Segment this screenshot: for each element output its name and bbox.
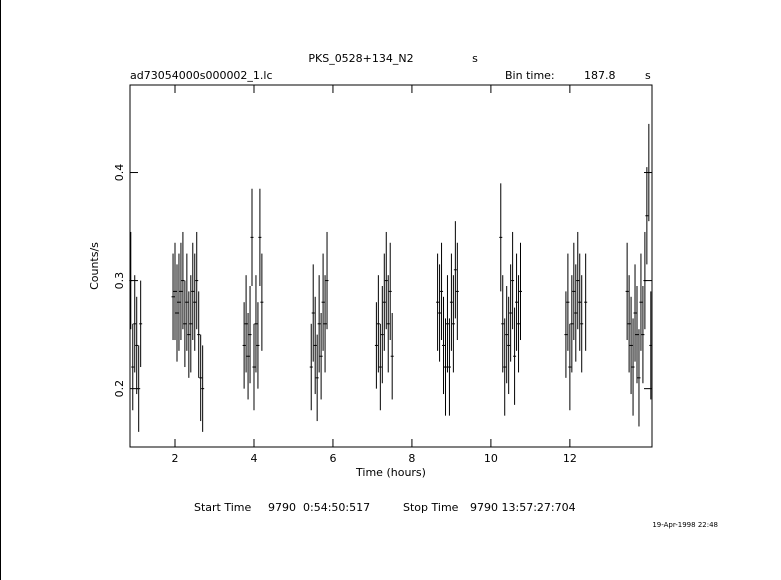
y-tick-label: 0.3 bbox=[113, 272, 126, 290]
x-axis-label: Time (hours) bbox=[355, 466, 426, 479]
bin-time-unit: s bbox=[645, 69, 651, 82]
chart-title: PKS_0528+134_N2 bbox=[308, 52, 413, 65]
file-label: ad73054000s000002_1.lc bbox=[130, 69, 273, 82]
y-axis-label: Counts/s bbox=[88, 242, 101, 290]
x-tick-label: 10 bbox=[484, 452, 498, 465]
x-tick-label: 8 bbox=[408, 452, 415, 465]
x-tick-label: 6 bbox=[329, 452, 336, 465]
title-unit: s bbox=[472, 52, 478, 65]
bin-time: 187.8 bbox=[584, 69, 616, 82]
stop-label: Stop Time bbox=[403, 501, 459, 514]
bin-time-label: Bin time: bbox=[505, 69, 555, 82]
start-label: Start Time bbox=[194, 501, 252, 514]
x-tick-label: 12 bbox=[563, 452, 577, 465]
stop-value: 9790 13:57:27:704 bbox=[470, 501, 576, 514]
x-tick-label: 2 bbox=[172, 452, 179, 465]
x-tick-label: 4 bbox=[250, 452, 257, 465]
y-tick-label: 0.2 bbox=[113, 380, 126, 398]
y-tick-label: 0.4 bbox=[113, 164, 126, 182]
plot-frame bbox=[129, 84, 653, 448]
start-value: 9790 0:54:50:517 bbox=[268, 501, 370, 514]
timestamp: 19-Apr-1998 22:48 bbox=[652, 521, 718, 529]
